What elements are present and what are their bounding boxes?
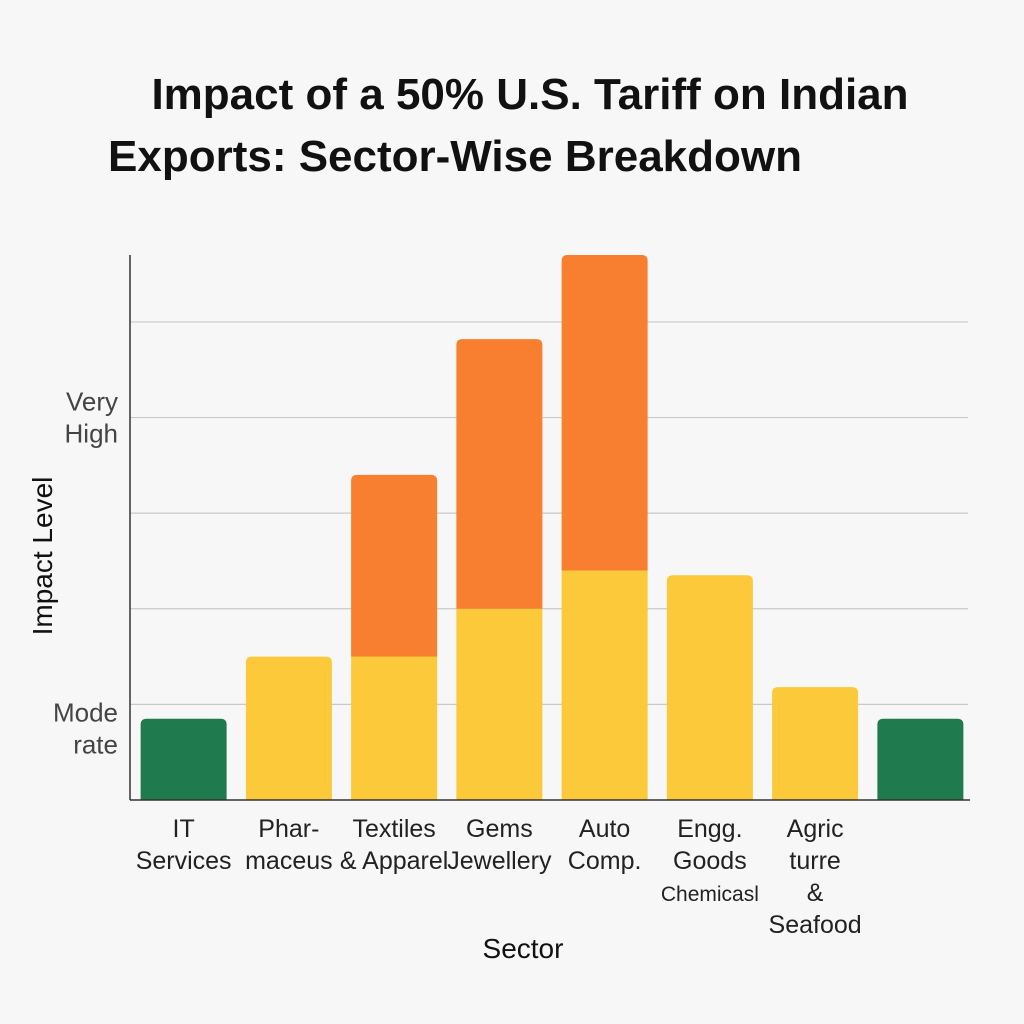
bar-segment-high: [561, 255, 648, 571]
x-tick-label: &: [807, 879, 824, 907]
bar-segment-moderate: [456, 608, 543, 800]
x-tick-label: & Apparel: [340, 847, 448, 875]
x-tick-label: Services: [136, 847, 232, 875]
bars: [140, 255, 964, 800]
y-tick-label: Very: [66, 387, 118, 417]
bar-segment-moderate: [351, 656, 438, 800]
x-tick-label: IT: [173, 815, 195, 843]
bar-segment-moderate: [561, 570, 648, 800]
chart-title-line-1: Impact of a 50% U.S. Tariff on Indian: [151, 70, 909, 119]
x-tick-label: Jewellery: [447, 847, 552, 875]
bar-segment-low: [877, 718, 964, 800]
x-tick-label: Seafood: [769, 911, 862, 939]
x-tick-label: maceus: [245, 847, 333, 875]
bar-segment-moderate: [772, 687, 859, 800]
y-tick-label: High: [65, 419, 118, 449]
x-tick-label: Gems: [466, 815, 533, 843]
bar-segment-moderate: [666, 575, 753, 800]
gridlines: [130, 321, 968, 705]
bar-segment-high: [456, 339, 543, 609]
y-axis-label: Impact Level: [27, 477, 58, 636]
x-axis-label: Sector: [483, 933, 564, 964]
y-tick-label: Mode: [53, 697, 118, 727]
chart-title: Impact of a 50% U.S. Tariff on Indian Ex…: [60, 64, 990, 188]
bar-segment-moderate: [245, 656, 332, 800]
x-tick-labels: IT Services Phar-maceus Textiles & Apparel Ge…: [136, 815, 862, 939]
x-tick-label: Phar-: [258, 815, 319, 843]
bar-segment-low: [140, 718, 227, 800]
x-tick-label: Engg.: [677, 815, 742, 843]
axes: [129, 255, 970, 801]
x-tick-label: Goods: [673, 847, 747, 875]
x-tick-label: Textiles: [352, 815, 435, 843]
x-tick-label: turre: [789, 847, 840, 875]
x-tick-label: Chemicasl: [661, 883, 759, 906]
chart-title-line-2: Exports: Sector-Wise Breakdown: [108, 132, 802, 181]
bar-segment-high: [351, 474, 438, 657]
x-tick-label: Auto: [579, 815, 630, 843]
y-tick-label: rate: [73, 729, 118, 759]
x-tick-label: Agric: [787, 815, 844, 843]
x-tick-label: Comp.: [568, 847, 642, 875]
